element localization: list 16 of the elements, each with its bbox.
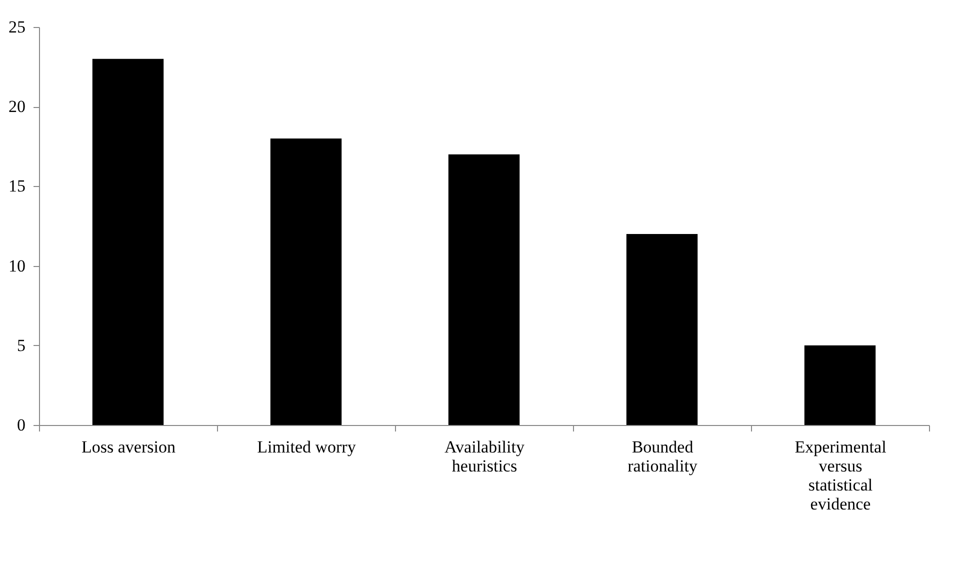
x-tick-label: Loss aversion xyxy=(82,438,176,456)
bar xyxy=(270,138,342,425)
bar xyxy=(804,345,876,425)
y-tick-label: 20 xyxy=(8,97,26,116)
x-tick-label: Experimental versus statistical evidence xyxy=(794,438,887,514)
x-tick-label: Limited worry xyxy=(257,438,356,456)
y-tick-label: 10 xyxy=(8,256,26,276)
x-tick-label: Bounded rationality xyxy=(628,438,698,476)
x-tick-label: Availability heuristics xyxy=(444,438,525,476)
y-tick-label: 0 xyxy=(17,416,26,434)
y-tick-label: 5 xyxy=(17,336,26,355)
bar xyxy=(92,58,164,425)
y-tick-label: 25 xyxy=(8,18,26,36)
bar xyxy=(448,154,520,425)
bar xyxy=(626,234,698,425)
y-tick-label: 15 xyxy=(8,176,26,196)
